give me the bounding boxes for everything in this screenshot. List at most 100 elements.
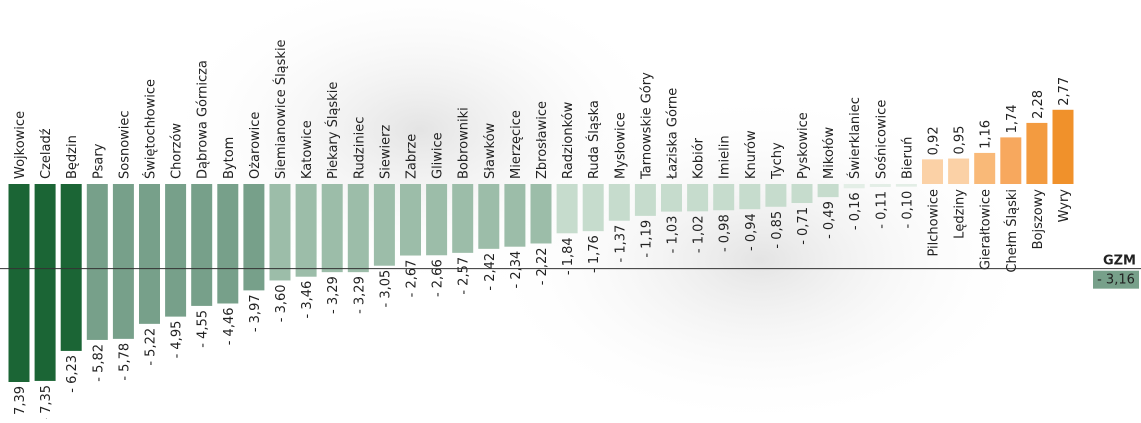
value-label: - 1,03 [666,216,681,254]
category-label: Dąbrowa Górnicza [196,60,211,179]
category-label: Knurów [744,130,759,179]
category-label: Łaziska Górne [666,88,681,180]
category-label: Bytom [222,137,237,179]
bar [165,184,187,317]
bar [608,184,630,221]
bar [634,184,656,216]
bar [504,184,526,247]
value-label: - 5,22 [144,328,159,366]
value-label: 2,77 [1057,77,1072,106]
bar [739,184,761,210]
bar [34,184,56,381]
value-label: - 2,34 [509,251,524,289]
category-label: Psary [91,143,106,179]
category-label: Ruda Śląska [586,100,602,179]
category-label: Radzionków [561,101,576,179]
bar [217,184,239,304]
bar [869,184,891,187]
bar [895,184,917,187]
bar [321,184,343,273]
category-label: Siewierz [378,125,393,179]
bar [478,184,500,249]
value-label: - 4,95 [170,321,185,359]
category-label: Sławków [483,122,498,179]
category-label: Świętochłowice [143,79,159,179]
value-label: - 2,22 [535,247,550,285]
bar [60,184,82,351]
bar [713,184,735,211]
background-texture [480,90,1040,423]
value-label: 0,92 [927,126,942,155]
value-label: - 1,84 [561,237,576,275]
value-label: - 4,46 [222,307,237,345]
bar [191,184,213,306]
category-label: Czeladź [39,128,54,179]
category-label: Chełm Śląski [1004,189,1020,273]
value-label: 0,95 [953,126,968,155]
value-label: - 4,55 [196,310,211,348]
category-label: Zabrze [405,134,420,179]
value-label: 2,28 [1031,90,1046,119]
category-label: Bobrowniki [457,107,472,179]
bar [582,184,604,232]
value-label: - 1,19 [639,220,654,258]
value-label: - 6,23 [65,355,80,393]
category-label: Pilchowice [927,189,942,257]
bar [295,184,317,277]
bar [8,184,30,382]
category-label: Wojkowice [13,111,28,179]
category-label: Świerklaniec [847,97,863,179]
value-label: - 1,37 [613,225,628,263]
value-label: - 3,29 [326,276,341,314]
bar [948,158,970,184]
bar [243,184,265,291]
category-label: Sośnicowice [874,100,889,179]
bar [139,184,160,324]
category-label: Imielin [718,135,733,179]
category-label: Zbrosławice [535,101,550,179]
category-label: Mierzęcice [509,110,524,179]
category-label: Siemianowice Śląskie [273,39,289,179]
value-label: - 0,49 [822,201,837,239]
bar [452,184,474,253]
value-label: - 2,67 [405,260,420,298]
bar [112,184,134,339]
value-label: - 5,78 [117,343,132,381]
category-label: Tychy [770,142,785,180]
reference-value: - 3,16 [1097,273,1135,288]
category-label: Tarnowskie Góry [639,72,654,180]
category-label: Mysłowice [613,112,628,179]
bar [1000,137,1022,184]
value-label: - 2,66 [431,259,446,297]
bar [269,184,291,281]
category-label: Rudziniec [352,117,367,179]
bar [373,184,395,266]
bar [922,159,943,184]
value-label: - 3,29 [352,276,367,314]
value-label: - 5,82 [91,344,106,382]
category-label: Lędziny [953,189,968,239]
bar [400,184,421,256]
category-label: Sosnowiec [117,110,132,179]
value-label: - 3,97 [248,294,263,332]
value-label: 1,16 [979,120,994,149]
value-label: - 1,76 [587,235,602,273]
category-label: Bojszowy [1031,189,1046,250]
value-label: - 1,02 [692,215,707,253]
value-label: 1,74 [1005,104,1020,133]
value-label: - 3,46 [300,281,315,319]
category-label: Bieruń [900,137,915,179]
bar [661,184,682,212]
bar [843,184,865,189]
bar [1052,109,1074,184]
value-label: - 2,42 [483,253,498,291]
value-label: - 2,57 [457,257,472,295]
bar [556,184,578,234]
category-label: Wyry [1057,189,1072,223]
reference-badge [1093,270,1139,289]
category-label: Piekary Śląskie [325,82,341,179]
value-label: - 0,94 [744,213,759,251]
bar [347,184,369,273]
bar [86,184,108,340]
